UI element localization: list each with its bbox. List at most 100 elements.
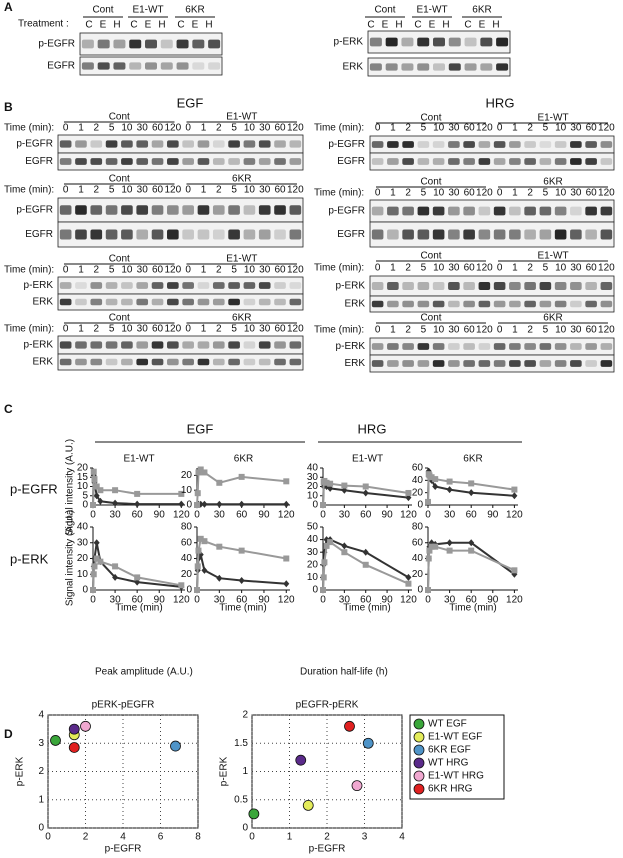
lane-label: 5 bbox=[109, 185, 115, 196]
group-label: Cont bbox=[109, 254, 130, 265]
blot-band bbox=[509, 158, 521, 165]
marker bbox=[432, 476, 439, 483]
lane-label: 0 bbox=[375, 325, 381, 336]
lane-label: 5 bbox=[421, 188, 427, 199]
marker bbox=[201, 469, 208, 476]
blot-band bbox=[524, 300, 536, 308]
lane-label: 120 bbox=[476, 325, 493, 336]
blot-band bbox=[121, 298, 133, 306]
blot-band bbox=[509, 343, 521, 350]
x-tick-label: 120 bbox=[278, 510, 295, 521]
blot-band bbox=[524, 158, 536, 165]
lane-label: C bbox=[414, 20, 421, 31]
lane-label: 10 bbox=[555, 123, 567, 134]
x-tick-label: 30 bbox=[214, 595, 226, 606]
blot-band bbox=[585, 360, 597, 367]
lane-label: 5 bbox=[543, 325, 549, 336]
lane-label: 0 bbox=[185, 265, 191, 276]
x-axis-label: Time (min) bbox=[219, 603, 266, 614]
lane-label: 2 bbox=[527, 325, 533, 336]
x-tick-label: 90 bbox=[487, 595, 499, 606]
marker bbox=[216, 543, 223, 550]
time-label: Time (min): bbox=[314, 325, 364, 336]
x-axis-label: p-EGFR bbox=[105, 844, 142, 855]
blot-band bbox=[113, 62, 126, 70]
row-label: p-ERK bbox=[24, 280, 54, 291]
blot-band bbox=[387, 360, 399, 367]
blot-band bbox=[182, 298, 194, 306]
lane-label: 10 bbox=[244, 185, 256, 196]
marker bbox=[216, 574, 223, 582]
y-tick-label: 20 bbox=[77, 463, 89, 474]
blot-band bbox=[75, 298, 87, 306]
marker bbox=[320, 502, 326, 508]
row-label: p-EGFR bbox=[16, 205, 53, 216]
x-tick-label: 30 bbox=[110, 510, 122, 521]
y-tick-label: 20 bbox=[181, 470, 193, 481]
marker bbox=[238, 547, 245, 554]
x-tick-label: 90 bbox=[154, 510, 166, 521]
lane-label: 5 bbox=[543, 263, 549, 274]
group-label: 6KR bbox=[543, 177, 562, 188]
marker bbox=[238, 500, 245, 508]
blot-band bbox=[417, 343, 430, 350]
marker bbox=[216, 479, 223, 486]
lane-label: 1 bbox=[390, 188, 396, 199]
blot-band bbox=[121, 140, 133, 148]
blot-band bbox=[433, 63, 445, 71]
blot-band bbox=[402, 282, 414, 290]
lane-label: 1 bbox=[512, 263, 518, 274]
marker bbox=[178, 500, 185, 508]
group-label: E1-WT bbox=[537, 251, 568, 262]
blot-band bbox=[90, 229, 103, 240]
blot-band bbox=[121, 282, 133, 289]
blot-band bbox=[274, 358, 286, 366]
lane-label: 30 bbox=[259, 265, 271, 276]
group-label: Cont bbox=[109, 112, 130, 123]
y-axis-label: p-ERK bbox=[15, 756, 26, 786]
lane-label: 120 bbox=[598, 123, 615, 134]
y-tick-label: 0 bbox=[312, 585, 318, 596]
y-tick-label: 20 bbox=[181, 569, 193, 580]
blot-band bbox=[493, 141, 506, 148]
blot-band bbox=[192, 39, 205, 49]
point bbox=[362, 737, 374, 749]
blot-band bbox=[448, 300, 460, 308]
marker bbox=[327, 539, 334, 546]
lane-label: 30 bbox=[570, 123, 582, 134]
blot-band bbox=[243, 205, 256, 215]
marker bbox=[327, 480, 334, 487]
blot-band bbox=[554, 300, 567, 308]
blot-band bbox=[167, 298, 179, 306]
lane-label: 30 bbox=[137, 324, 149, 335]
y-axis-label: Signal intensity (A.U.) bbox=[65, 439, 76, 535]
blot-band bbox=[600, 282, 613, 290]
marker bbox=[178, 582, 185, 589]
legend-label: WT HRG bbox=[428, 758, 469, 769]
marker bbox=[428, 543, 435, 550]
y-tick-label: 5 bbox=[82, 490, 88, 501]
lane-label: C bbox=[85, 20, 92, 31]
blot-band bbox=[90, 140, 103, 148]
blot-band bbox=[289, 358, 302, 366]
blot-band bbox=[212, 341, 225, 349]
blot-band bbox=[208, 39, 221, 49]
blot-band bbox=[59, 229, 72, 240]
x-tick-label: 6 bbox=[158, 832, 164, 843]
lane-label: 10 bbox=[121, 185, 133, 196]
lane-label: 120 bbox=[598, 188, 615, 199]
blot-band bbox=[524, 229, 536, 240]
blot-band bbox=[228, 341, 240, 349]
blot-band bbox=[121, 358, 133, 366]
lane-label: 2 bbox=[216, 265, 222, 276]
y-tick-label: 10 bbox=[77, 481, 89, 492]
lane-label: 0 bbox=[185, 123, 191, 134]
blot-band bbox=[539, 229, 552, 240]
y-tick-label: 80 bbox=[412, 522, 424, 533]
blot-band bbox=[90, 205, 103, 215]
point bbox=[170, 740, 181, 752]
lane-label: 10 bbox=[433, 325, 445, 336]
x-tick-label: 8 bbox=[195, 832, 201, 843]
blot-band bbox=[243, 229, 256, 240]
x-tick-label: 120 bbox=[506, 510, 523, 521]
